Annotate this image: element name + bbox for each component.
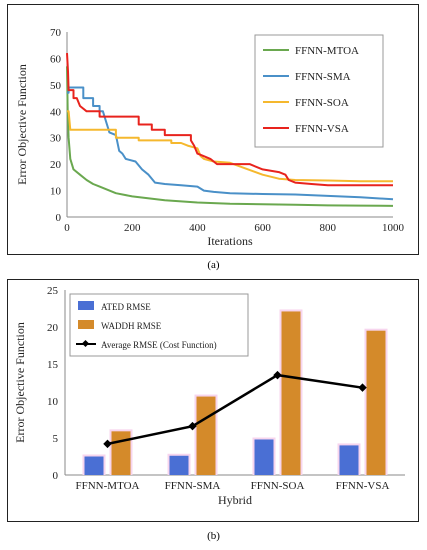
caption-b: (b) [0,530,427,542]
legend-label: FFNN-SMA [295,71,351,83]
category-label: FFNN-VSA [336,480,390,492]
bar-chart: 0 5 10 15 20 25 FFNN-MTOA FFNN-SMA FFNN-SOA FFNN-… [8,280,418,521]
average-rmse-line [108,375,363,444]
bar-ated-rmse [170,456,189,475]
y-tick-label: 15 [47,359,59,371]
x-tick-label: 400 [189,222,206,234]
category-label: FFNN-SMA [165,480,221,492]
y-tick-label: 50 [50,80,62,92]
x-axis-title: Iterations [207,234,253,248]
legend-label: WADDH RMSE [101,321,162,331]
x-tick-label: 1000 [382,222,405,234]
category-label: FFNN-SOA [251,480,305,492]
x-tick-label: 0 [64,222,70,234]
legend-label: ATED RMSE [101,302,151,312]
bar-waddh-rmse [112,431,131,475]
legend-label: FFNN-MTOA [295,45,359,57]
line-chart: 0 10 20 30 40 50 60 70 0 200 400 600 800 1000 Iteratio… [8,5,418,254]
legend-swatch [78,301,94,310]
x-tick-label: 200 [124,222,141,234]
y-tick-label: 10 [50,186,62,198]
y-tick-label: 30 [50,133,62,145]
y-tick-label: 0 [53,470,59,482]
y-axis-title: Error Objective Function [13,322,27,443]
panel-a: 0 10 20 30 40 50 60 70 0 200 400 600 800 1000 Iteratio… [7,4,419,255]
y-tick-label: 20 [50,159,62,171]
x-tick-label: 800 [320,222,337,234]
legend-label: FFNN-SOA [295,97,349,109]
bar-ated-rmse [340,445,359,475]
y-tick-label: 40 [50,106,62,118]
legend-label: Average RMSE (Cost Function) [101,340,217,350]
y-axis-title: Error Objective Function [15,64,29,185]
caption-a: (a) [0,259,427,271]
panel-b: 0 5 10 15 20 25 FFNN-MTOA FFNN-SMA FFNN-SOA FFNN-… [7,279,419,522]
bar-ated-rmse [85,457,104,476]
legend-swatch [78,320,94,329]
y-tick-label: 25 [47,285,59,297]
bar-waddh-rmse [197,397,216,475]
legend-label: FFNN-VSA [295,123,349,135]
y-tick-label: 0 [56,212,62,224]
x-tick-label: 600 [254,222,271,234]
y-tick-label: 20 [47,322,59,334]
y-tick-label: 60 [50,53,62,65]
category-label: FFNN-MTOA [76,480,140,492]
bar-waddh-rmse [282,311,301,475]
y-tick-label: 70 [50,27,62,39]
bar-waddh-rmse [367,331,386,475]
y-tick-label: 10 [47,396,59,408]
x-axis-title: Hybrid [218,493,252,507]
bar-ated-rmse [255,439,274,475]
y-tick-label: 5 [53,433,59,445]
